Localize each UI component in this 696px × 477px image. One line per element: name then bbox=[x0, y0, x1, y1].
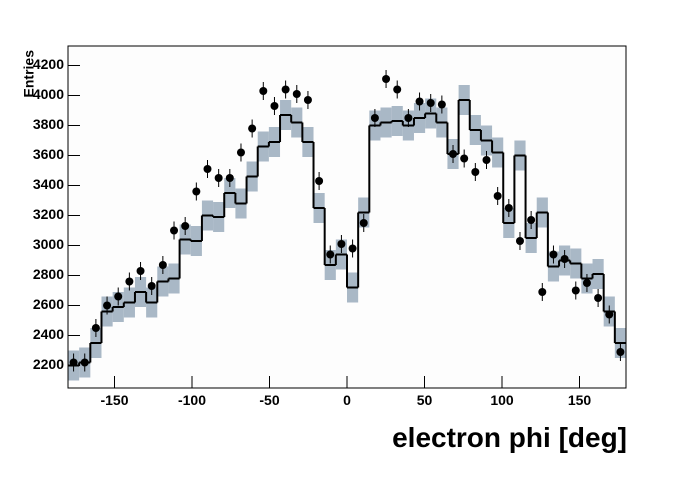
data-point bbox=[538, 288, 547, 296]
data-point bbox=[616, 348, 625, 356]
y-tick-label: 3000 bbox=[33, 236, 64, 252]
y-tick-label: 3800 bbox=[33, 116, 64, 132]
data-point bbox=[393, 85, 402, 94]
x-axis-label: electron phi [deg] bbox=[392, 422, 627, 453]
data-point bbox=[571, 286, 580, 295]
data-point bbox=[348, 244, 357, 253]
data-point bbox=[181, 222, 190, 230]
x-tick-label: 100 bbox=[490, 392, 514, 408]
y-tick-label: 3600 bbox=[33, 146, 64, 162]
data-point bbox=[91, 324, 100, 332]
data-point bbox=[515, 237, 524, 245]
data-point bbox=[259, 87, 268, 95]
y-tick-label: 3400 bbox=[33, 176, 64, 192]
data-point bbox=[549, 250, 558, 259]
data-point bbox=[114, 292, 123, 301]
data-point bbox=[382, 75, 391, 83]
data-point bbox=[236, 148, 245, 157]
data-point bbox=[582, 279, 591, 287]
data-point bbox=[214, 174, 223, 182]
y-tick-label: 2400 bbox=[33, 326, 64, 342]
x-tick-label: -100 bbox=[178, 392, 206, 408]
data-point bbox=[303, 96, 312, 104]
x-tick-label: -150 bbox=[100, 392, 128, 408]
data-point bbox=[437, 100, 446, 109]
data-point bbox=[404, 114, 413, 122]
data-point bbox=[158, 261, 167, 269]
data-point bbox=[326, 250, 335, 259]
x-tick-label: 0 bbox=[343, 392, 351, 408]
y-tick-label: 3200 bbox=[33, 206, 64, 222]
y-tick-label: 2200 bbox=[33, 356, 64, 372]
data-point bbox=[415, 97, 424, 106]
data-point bbox=[315, 177, 324, 185]
data-point bbox=[482, 156, 491, 164]
y-tick-label: 4000 bbox=[33, 86, 64, 102]
data-point bbox=[281, 85, 290, 94]
data-point bbox=[594, 294, 603, 302]
data-point bbox=[471, 168, 480, 176]
y-tick-label: 2600 bbox=[33, 296, 64, 312]
data-point bbox=[493, 192, 502, 200]
data-point bbox=[527, 216, 536, 224]
data-point bbox=[449, 150, 458, 158]
y-tick-label: 4200 bbox=[33, 56, 64, 72]
data-point bbox=[192, 187, 201, 196]
x-tick-label: -50 bbox=[259, 392, 279, 408]
data-point bbox=[426, 99, 435, 107]
data-point bbox=[103, 301, 112, 310]
data-point bbox=[203, 165, 212, 173]
data-point bbox=[504, 204, 513, 212]
x-tick-label: 50 bbox=[417, 392, 433, 408]
data-point bbox=[270, 102, 279, 110]
data-point bbox=[69, 358, 78, 367]
data-point bbox=[125, 277, 134, 286]
y-axis-label: Entries bbox=[21, 50, 37, 98]
data-point bbox=[147, 282, 156, 290]
data-point bbox=[460, 154, 469, 163]
data-point bbox=[248, 124, 257, 133]
data-point bbox=[560, 255, 569, 263]
data-point bbox=[292, 90, 301, 98]
data-point bbox=[80, 358, 89, 367]
data-point bbox=[605, 310, 614, 319]
data-point bbox=[370, 114, 379, 122]
data-point bbox=[225, 174, 234, 182]
data-point bbox=[337, 240, 346, 248]
data-point bbox=[136, 267, 145, 275]
y-tick-label: 2800 bbox=[33, 266, 64, 282]
data-point bbox=[359, 219, 368, 227]
data-point bbox=[170, 226, 179, 235]
x-tick-label: 150 bbox=[568, 392, 592, 408]
